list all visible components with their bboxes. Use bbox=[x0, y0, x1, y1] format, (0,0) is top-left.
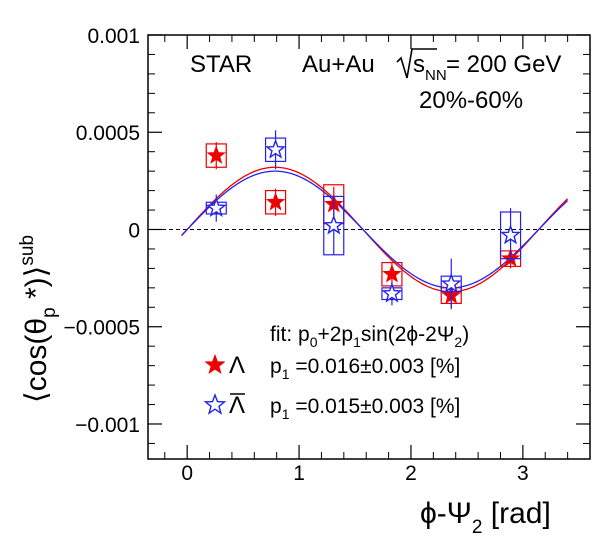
x-tick-label: 1 bbox=[293, 462, 305, 485]
open-star-marker bbox=[265, 138, 287, 159]
y-axis-label-star: *)⟩ bbox=[20, 266, 53, 308]
x-tick-label: 2 bbox=[405, 462, 417, 485]
open-star-marker bbox=[440, 272, 462, 293]
fit-sub1: 1 bbox=[353, 334, 361, 350]
data-point-1-0 bbox=[205, 194, 227, 222]
data-point-1-1 bbox=[264, 130, 287, 170]
plot-frame bbox=[147, 34, 591, 460]
y-tick-label: 0.0005 bbox=[76, 122, 140, 145]
legend-marker-1 bbox=[203, 393, 227, 415]
axis-ticks: 0 1 2 3 0.001 0.0005 0 −0.0005 −0.001 bbox=[64, 25, 590, 485]
x-axis-label: ϕ-Ψ2 [rad] bbox=[420, 497, 551, 538]
y-axis-label-sub: p bbox=[39, 307, 60, 318]
open-star-marker bbox=[500, 224, 522, 245]
legend-p-sub: 1 bbox=[282, 406, 290, 422]
data-point-1-2 bbox=[323, 195, 345, 256]
filled-star-marker bbox=[382, 264, 402, 283]
x-axis-label-sub: 2 bbox=[472, 517, 483, 538]
filled-star-marker bbox=[265, 192, 286, 211]
fit-mid: +2p bbox=[317, 323, 353, 346]
fit-sub2: 2 bbox=[454, 334, 462, 350]
svg-text:⟨cos(θp *)⟩sub: ⟨cos(θp *)⟩sub bbox=[17, 235, 60, 403]
fit-sub0: 0 bbox=[310, 334, 318, 350]
legend-p-sub: 1 bbox=[282, 366, 290, 382]
x-axis-label-unit: [rad] bbox=[482, 497, 550, 530]
svg-text:ϕ-Ψ2 [rad]: ϕ-Ψ2 [rad] bbox=[420, 497, 551, 538]
data-point-1-5 bbox=[499, 208, 522, 263]
x-tick-label: 3 bbox=[517, 462, 529, 485]
svg-text:fit: p0+2p1sin(2ϕ-2Ψ2): fit: p0+2p1sin(2ϕ-2Ψ2) bbox=[270, 323, 469, 350]
data-point-0-0 bbox=[205, 141, 227, 170]
data-point-0-1 bbox=[264, 188, 287, 216]
filled-star-marker bbox=[206, 145, 226, 164]
legend-name-1: Λ bbox=[229, 392, 245, 419]
system-label: Au+Au bbox=[302, 51, 375, 78]
centrality-label: 20%-60% bbox=[419, 87, 523, 114]
fit-close: ) bbox=[462, 323, 469, 346]
x-axis-label-main: ϕ-Ψ bbox=[420, 497, 472, 530]
fit-tail: sin(2ϕ-2Ψ bbox=[361, 323, 455, 346]
system-energy-label: Au+Au s NN = 200 GeV bbox=[302, 48, 561, 84]
open-star-marker bbox=[323, 214, 345, 235]
fit-formula: fit: p0+2p1sin(2ϕ-2Ψ2) bbox=[270, 323, 469, 350]
y-axis-label-main: ⟨cos(θ bbox=[20, 318, 53, 403]
sqrt-sign bbox=[396, 48, 437, 79]
legend-marker-0 bbox=[204, 353, 226, 375]
open-star-marker bbox=[381, 282, 403, 303]
y-axis-label-sup: sub bbox=[17, 235, 38, 266]
fit-prefix: fit: p bbox=[270, 323, 310, 346]
legend-p-value: =0.016±0.003 [%] bbox=[289, 355, 460, 378]
y-tick-label: −0.001 bbox=[75, 414, 140, 437]
legend-value-1: p1 =0.015±0.003 [%] bbox=[270, 395, 460, 422]
x-tick-label: 0 bbox=[181, 462, 193, 485]
data-points bbox=[205, 130, 522, 310]
energy-s: s bbox=[413, 51, 425, 78]
legend-value-0: p1 =0.016±0.003 [%] bbox=[270, 355, 460, 382]
legend-name-0: Λ bbox=[229, 352, 245, 379]
energy-nn: NN bbox=[425, 67, 447, 84]
y-axis-label: ⟨cos(θp *)⟩sub bbox=[17, 235, 60, 403]
y-tick-label: 0.001 bbox=[87, 25, 140, 48]
y-tick-label: 0 bbox=[128, 219, 140, 242]
energy-value: = 200 GeV bbox=[446, 51, 561, 78]
open-star-marker bbox=[205, 197, 227, 217]
legend-p: p bbox=[270, 395, 282, 418]
legend-p-value: =0.015±0.003 [%] bbox=[289, 395, 460, 418]
legend-p: p bbox=[270, 355, 282, 378]
y-tick-label: −0.0005 bbox=[64, 317, 141, 340]
experiment-label: STAR bbox=[190, 51, 252, 78]
data-point-1-4 bbox=[440, 258, 462, 310]
data-point-1-3 bbox=[381, 282, 403, 306]
fit-curve-1 bbox=[181, 170, 569, 289]
